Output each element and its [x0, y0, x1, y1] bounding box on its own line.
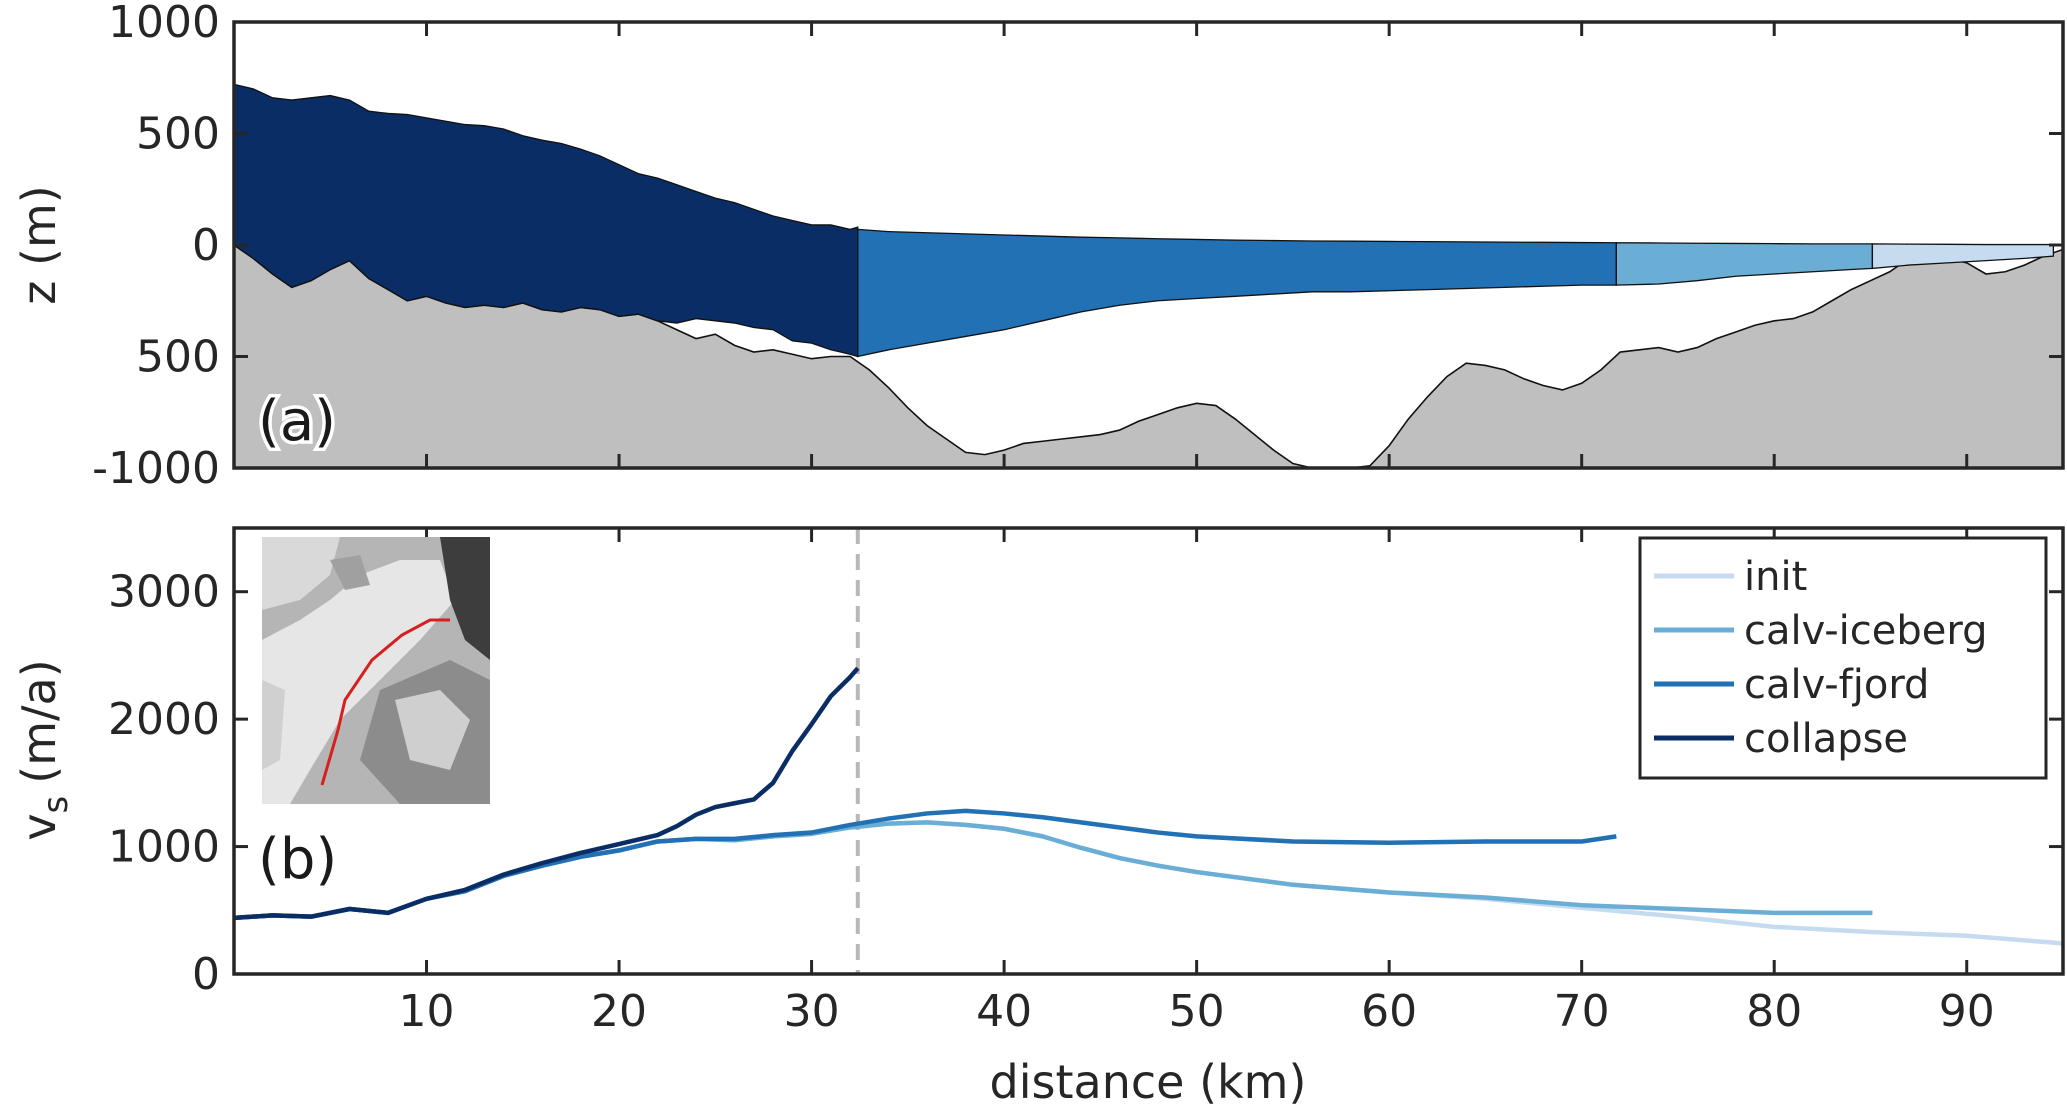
panel-b-ytick-label: 3000 [108, 567, 220, 618]
x-tick-label: 30 [784, 986, 840, 1037]
legend-label-calv-fjord: calv-fjord [1744, 662, 1929, 708]
panel-a-ticks: -1000 500 0 500 1000 [92, 0, 2063, 494]
x-tick-label: 10 [399, 986, 455, 1037]
panel-b-axis-frame [232, 526, 2065, 976]
panel-a-ytick-label: 500 [136, 332, 220, 383]
panel-b-ytick-label: 0 [192, 949, 220, 1000]
x-tick-label: 90 [1939, 986, 1995, 1037]
panel-b-ylabel-main: v [12, 813, 66, 840]
panel-a-ylabel: z (m) [12, 185, 66, 304]
panel-a-ytick-label: 0 [192, 220, 220, 271]
panel-a-ytick-label: 500 [136, 109, 220, 160]
panel-b-chart: 0 1000 2000 3000 10 20 30 40 50 60 70 80 90 init calv… [12, 526, 2065, 1109]
legend: init calv-iceberg calv-fjord collapse [1638, 536, 2048, 780]
x-axis-label: distance (km) [990, 1055, 1307, 1109]
legend-label-init: init [1744, 554, 1807, 600]
x-tick-label: 40 [976, 986, 1032, 1037]
panel-a-chart: -1000 500 0 500 1000 z (m) (a) [12, 0, 2065, 494]
legend-label-collapse: collapse [1744, 716, 1908, 762]
x-tick-label: 50 [1169, 986, 1225, 1037]
panel-b-plot-area [234, 528, 2063, 974]
panel-a-axis-frame [232, 20, 2065, 470]
panel-b-ticks: 0 1000 2000 3000 10 20 30 40 50 60 70 80 90 [108, 528, 2063, 1037]
x-tick-label: 20 [591, 986, 647, 1037]
bedrock-area [234, 245, 2063, 468]
panel-b-ylabel-subscript: s [36, 796, 76, 814]
inset-satellite-image [262, 537, 490, 804]
panel-a-label: (a) [258, 389, 336, 454]
legend-items: init calv-iceberg calv-fjord collapse [1654, 554, 1988, 762]
panel-b-ytick-label: 2000 [108, 694, 220, 745]
legend-label-calv-iceberg: calv-iceberg [1744, 608, 1988, 654]
panel-a-ytick-label: 1000 [108, 0, 220, 48]
velocity-line-collapse [234, 666, 860, 921]
panel-a-plot-area [234, 83, 2063, 468]
panel-b-ytick-label: 1000 [108, 822, 220, 873]
x-tick-label: 60 [1361, 986, 1417, 1037]
panel-b-label: (b) [258, 827, 337, 892]
x-tick-label: 80 [1746, 986, 1802, 1037]
panel-b-ylabel-unit: (m/a) [12, 659, 66, 783]
x-tick-label: 70 [1554, 986, 1610, 1037]
ice-area-init [1871, 243, 2055, 270]
panel-a-ytick-label: -1000 [92, 443, 220, 494]
panel-b-ylabel: vs (m/a) [12, 659, 76, 840]
